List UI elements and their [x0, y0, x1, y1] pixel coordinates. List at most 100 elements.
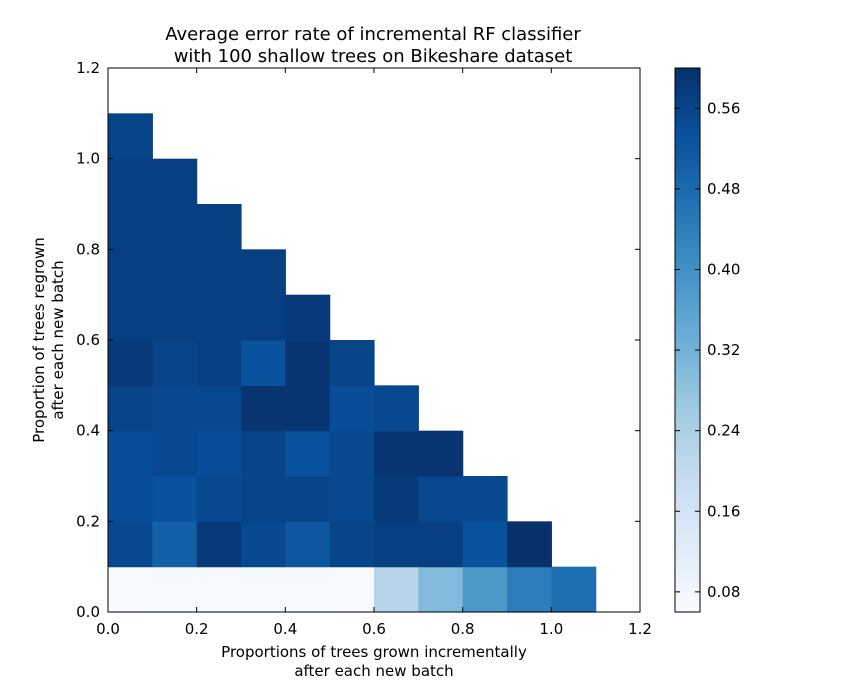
x-tick-label: 0.6	[362, 620, 386, 638]
heatmap-cell	[196, 566, 242, 613]
heatmap-cell	[152, 521, 198, 568]
heatmap-cell	[108, 476, 153, 522]
x-tick-label: 0.2	[185, 620, 209, 638]
heatmap-cell	[152, 204, 198, 250]
heatmap-cell	[196, 521, 242, 568]
heatmap-cell	[374, 385, 419, 432]
colorbar-ticks: 0.08 0.16 0.24 0.32 0.40 0.48 0.56	[675, 99, 740, 601]
heatmap-cell	[329, 340, 375, 386]
y-axis-label-line: after each new batch	[49, 260, 67, 419]
heatmap-cell	[462, 476, 508, 522]
heatmap-cell	[241, 249, 286, 296]
heatmap-cell	[329, 476, 375, 522]
x-tick-label: 1.2	[628, 620, 652, 638]
heatmap-cell	[108, 294, 153, 341]
heatmap-cell	[285, 340, 331, 386]
heatmap-cell	[152, 340, 198, 386]
heatmap-cell	[152, 249, 198, 296]
heatmap-cell	[551, 566, 597, 613]
chart-title-line: with 100 shallow trees on Bikeshare data…	[174, 46, 573, 67]
heatmap-cell	[507, 566, 552, 613]
chart-title: Average error rate of incremental RF cla…	[165, 24, 581, 67]
colorbar-tick-label: 0.24	[707, 422, 740, 440]
heatmap-cell	[196, 476, 242, 522]
heatmap-cell	[329, 385, 375, 432]
x-tick-label: 0.0	[96, 620, 120, 638]
heatmap-cell	[108, 249, 153, 296]
heatmap-cell	[152, 294, 198, 341]
y-axis: 0.0 0.2 0.4 0.6 0.8 1.0 1.2	[76, 59, 640, 621]
heatmap-cell	[241, 385, 286, 432]
heatmap-cell	[196, 294, 242, 341]
heatmap-cell	[196, 340, 242, 386]
heatmap-cell	[108, 113, 153, 160]
colorbar-tick-label: 0.16	[707, 502, 740, 520]
heatmap-cell	[108, 340, 153, 386]
colorbar-tick-label: 0.32	[707, 341, 740, 359]
heatmap-cell	[285, 385, 331, 432]
heatmap-cell	[152, 385, 198, 432]
heatmap-cell	[241, 521, 286, 568]
x-tick-label: 0.8	[451, 620, 475, 638]
x-tick-label: 1.0	[539, 620, 563, 638]
heatmap-cell	[285, 566, 331, 613]
y-tick-label: 0.2	[76, 512, 100, 530]
heatmap-cells	[108, 113, 597, 613]
heatmap-cell	[241, 340, 286, 386]
y-tick-label: 0.4	[76, 422, 100, 440]
heatmap-cell	[108, 385, 153, 432]
colorbar	[674, 67, 701, 613]
colorbar-tick-label: 0.48	[707, 180, 740, 198]
colorbar-tick-label: 0.40	[707, 260, 740, 278]
y-axis-label-line: Proportion of trees regrown	[30, 237, 48, 443]
heatmap-cell	[152, 566, 198, 613]
heatmap-cell	[108, 158, 153, 205]
y-tick-label: 0.0	[76, 603, 100, 621]
colorbar-tick-label: 0.56	[707, 99, 740, 117]
chart-title-line: Average error rate of incremental RF cla…	[165, 24, 581, 45]
heatmap-cell	[329, 430, 375, 477]
x-axis-label-line: Proportions of trees grown incrementally	[221, 643, 527, 661]
x-axis-label-line: after each new batch	[294, 662, 453, 680]
heatmap-cell	[241, 430, 286, 477]
x-tick-label: 0.4	[273, 620, 297, 638]
y-tick-label: 0.6	[76, 331, 100, 349]
heatmap-cell	[241, 294, 286, 341]
colorbar-tick-label: 0.08	[707, 583, 740, 601]
heatmap-cell	[374, 430, 419, 477]
heatmap-cell	[285, 521, 331, 568]
heatmap-cell	[374, 476, 419, 522]
heatmap-cell	[241, 566, 286, 613]
heatmap-cell	[152, 158, 198, 205]
heatmap-cell	[108, 204, 153, 250]
x-axis: 0.0 0.2 0.4 0.6 0.8 1.0 1.2	[96, 68, 652, 638]
heatmap-cell	[108, 430, 153, 477]
y-tick-label: 1.0	[76, 150, 100, 168]
heatmap-cell	[418, 521, 464, 568]
heatmap-cell	[418, 430, 464, 477]
heatmap-cell	[418, 566, 464, 613]
heatmap-cell	[196, 204, 242, 250]
heatmap-cell	[462, 566, 508, 613]
heatmap-cell	[152, 476, 198, 522]
heatmap-cell	[329, 566, 375, 613]
heatmap-cell	[374, 566, 419, 613]
heatmap-cell	[507, 521, 552, 568]
heatmap-cell	[196, 385, 242, 432]
heatmap-cell	[418, 476, 464, 522]
heatmap-cell	[285, 430, 331, 477]
x-axis-label: Proportions of trees grown incrementally…	[221, 643, 527, 680]
y-axis-label: Proportion of trees regrown after each ne…	[30, 237, 67, 443]
heatmap-cell	[329, 521, 375, 568]
heatmap-cell	[196, 430, 242, 477]
heatmap-cell	[196, 249, 242, 296]
heatmap-cell	[108, 521, 153, 568]
heatmap-cell	[152, 430, 198, 477]
heatmap-cell	[462, 521, 508, 568]
heatmap-cell	[241, 476, 286, 522]
heatmap-cell	[285, 294, 331, 341]
heatmap-cell	[285, 476, 331, 522]
heatmap-cell	[108, 566, 153, 613]
y-tick-label: 0.8	[76, 240, 100, 258]
